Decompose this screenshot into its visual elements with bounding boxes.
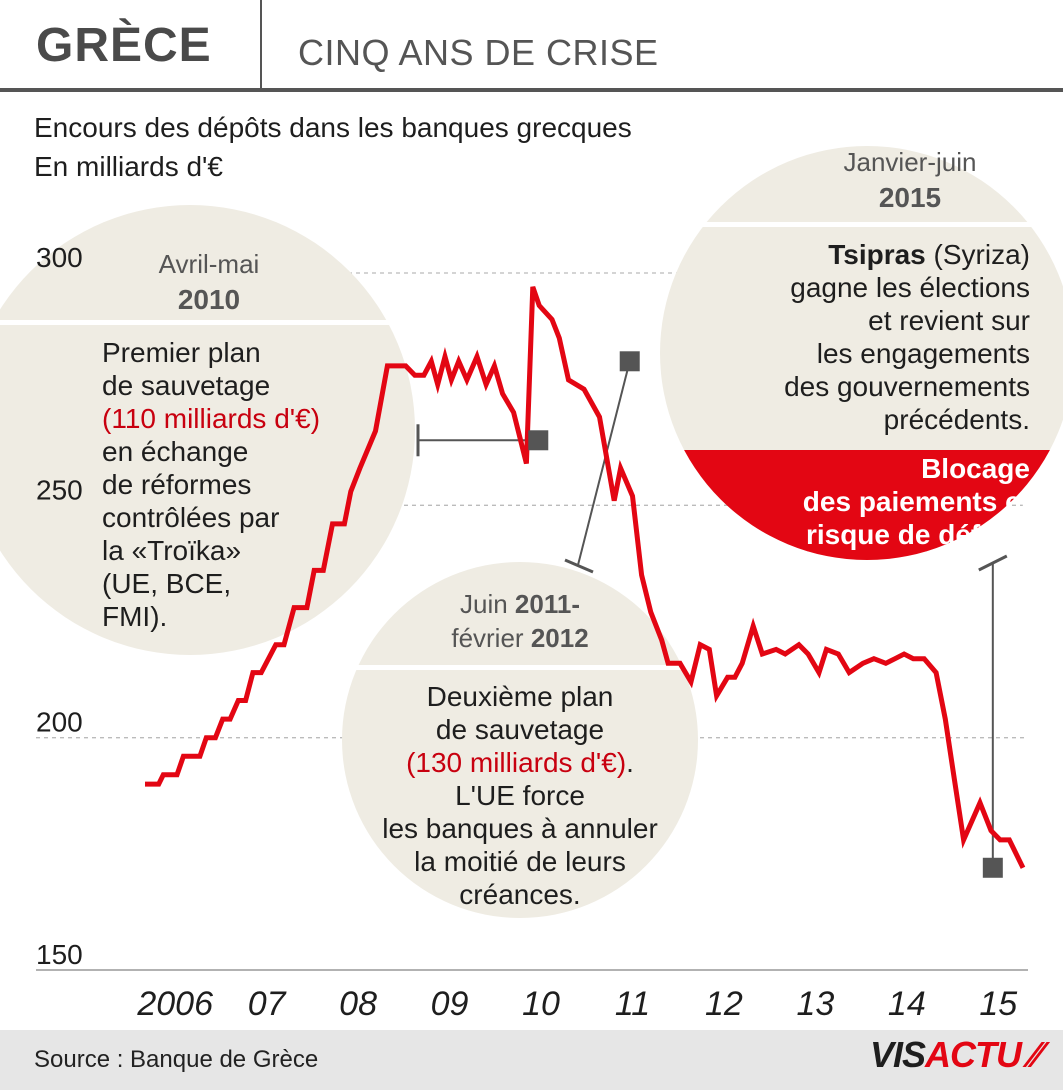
annotation-2015-name: Tsipras [828, 239, 926, 270]
source-band [0, 1030, 1063, 1090]
source-text: Source : Banque de Grèce [34, 1046, 319, 1073]
annotation-2011-line: de sauvetage [435, 714, 605, 745]
annotation-2011-start-year: 2011 [514, 589, 572, 619]
annotation-2010-text: Premier plan de sauvetage (110 milliards… [102, 336, 320, 633]
tick-labels: 150 200 250 300 2006 07 08 09 10 11 12 13 14 15 [36, 242, 1017, 1023]
annotation-2011-header-1: Juin 2011- [350, 588, 690, 621]
series-layer [145, 286, 1026, 869]
annotation-2015-line: précédents. [883, 404, 1030, 435]
annotation-2011-amount: (130 milliards d'€) [406, 747, 627, 778]
leader-2015-tick [978, 554, 1008, 572]
header-subtitle: CINQ ANS DE CRISE [298, 32, 659, 73]
annotation-2010-line: en échange [102, 436, 249, 467]
bubble-2010 [0, 205, 420, 655]
chart-subtitle: Encours des dépôts dans les banques grec… [34, 112, 632, 143]
annotation-2011-period: . [626, 747, 634, 778]
annotation-2011-line: créances. [459, 879, 581, 910]
x-tick-label: 07 [248, 985, 287, 1023]
markers-layer [528, 351, 1003, 878]
x-tick-label: 12 [705, 985, 743, 1023]
annotation-2015-period: Janvier-juin [843, 147, 977, 177]
annotation-2015-line-1: Tsipras (Syriza) [690, 238, 1030, 271]
x-tick-label: 11 [615, 985, 650, 1023]
annotation-marker [982, 857, 1003, 878]
x-tick-label: 15 [979, 985, 1017, 1023]
annotation-2010-year: 2010 [177, 284, 241, 315]
annotation-2011-line: la moitié de leurs [414, 846, 626, 877]
annotation-2015-red-text: Blocage des paiements et risque de défau… [690, 452, 1030, 551]
annotation-2015-red-line: Blocage [921, 453, 1030, 484]
annotation-2011-line: les banques à annuler [382, 813, 658, 844]
annotation-2015-text: Tsipras (Syriza) gagne les élections et … [690, 238, 1030, 436]
annotation-2015-line: les engagements [816, 338, 1030, 369]
chart-unit: En milliards d'€ [34, 151, 223, 182]
annotation-2011-amount-row: (130 milliards d'€). [345, 746, 695, 779]
y-tick-label: 250 [36, 474, 83, 505]
x-tick-label: 08 [339, 985, 377, 1023]
annotation-2011-header-2: février 2012 [350, 622, 690, 655]
annotation-2010-line: FMI). [102, 601, 168, 632]
logo-part-1: VIS [870, 1034, 926, 1075]
header-title: GRÈCE [36, 19, 212, 72]
annotation-2015-year: 2015 [878, 182, 942, 213]
annotation-2010-line: de sauvetage [102, 370, 271, 401]
y-tick-label: 300 [36, 242, 83, 273]
leader-2011-tick [564, 558, 594, 574]
y-tick-label: 200 [36, 707, 83, 738]
annotation-marker [619, 351, 640, 372]
annotation-2015-red-line: risque de défaut. [805, 519, 1030, 550]
annotation-marker [528, 430, 549, 451]
annotation-2010-amount: (110 milliards d'€) [102, 403, 321, 434]
annotation-2010-line: de réformes [102, 469, 252, 500]
header-separator [260, 0, 262, 90]
logo-mark-icon: ⁄⁄ [1030, 1034, 1041, 1075]
annotation-2015-party: (Syriza) [925, 239, 1030, 270]
leader-2011 [577, 361, 631, 566]
annotation-2011-dash: - [571, 589, 580, 619]
annotation-2010-line: Premier plan [102, 337, 261, 368]
annotation-2010-line: (UE, BCE, [102, 568, 232, 599]
bubble-2011 [330, 562, 710, 918]
x-tick-label: 10 [522, 985, 560, 1023]
annotation-2011-line: Deuxième plan [426, 681, 614, 712]
annotation-2010-line: contrôlées par [102, 502, 280, 533]
annotation-2011-end-month: février [451, 623, 531, 653]
annotation-2011-line: L'UE force [455, 780, 585, 811]
logo-part-2: ACTU [925, 1034, 1022, 1075]
annotation-2010-line: la «Troïka» [102, 535, 242, 566]
annotation-2015-line: et revient sur [868, 305, 1030, 336]
x-tick-label: 2006 [136, 985, 213, 1023]
x-tick-label: 09 [431, 985, 469, 1023]
annotation-2015-line: des gouvernements [784, 371, 1030, 402]
annotation-2011-start-month: Juin [460, 589, 515, 619]
x-tick-label: 13 [796, 985, 834, 1023]
visactu-logo: VISACTU ⁄⁄ [870, 1034, 1041, 1076]
annotation-2011-end-year: 2012 [530, 623, 589, 653]
x-tick-label: 14 [888, 985, 926, 1023]
series-line-deposits [145, 286, 1026, 869]
annotation-2015-line: gagne les élections [790, 272, 1030, 303]
annotation-2011-text: Deuxième plan de sauvetage (130 milliard… [345, 680, 695, 911]
header-rule [0, 88, 1063, 92]
annotation-2015-red-line: des paiements et [802, 486, 1030, 517]
y-tick-label: 150 [36, 939, 83, 970]
annotation-2010-period: Avril-mai [158, 249, 260, 279]
